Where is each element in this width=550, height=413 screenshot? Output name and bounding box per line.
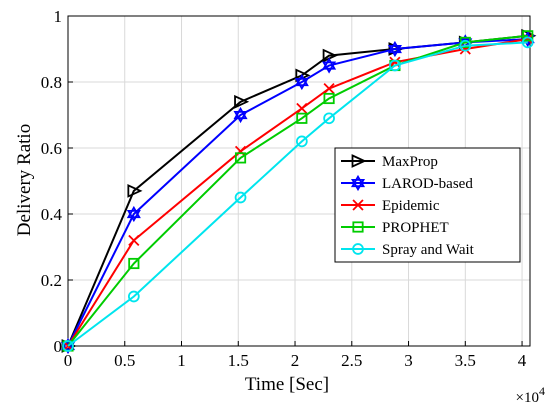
data-point-triangle	[127, 183, 143, 198]
data-point-star-a	[126, 205, 141, 219]
x-tick-label: 3.5	[455, 351, 476, 370]
data-point-circle	[234, 191, 247, 204]
data-point-triangle	[234, 94, 250, 109]
series-line	[67, 38, 528, 347]
data-point-star-b	[387, 44, 402, 58]
data-point-star-b	[294, 77, 309, 91]
y-tick-label: 0.2	[41, 271, 62, 290]
data-point-circle	[295, 135, 308, 148]
y-tick-label: 0	[54, 337, 63, 356]
x-axis-exponent: ×104	[516, 384, 545, 406]
legend-item: MaxProp	[341, 154, 438, 170]
data-point-star-a	[322, 57, 337, 70]
y-tick-label: 0.4	[41, 205, 63, 224]
series-line	[67, 38, 528, 347]
legend-item: PROPHET	[341, 220, 449, 236]
legend-item: Spray and Wait	[341, 242, 475, 258]
series-line	[67, 41, 528, 347]
y-tick-label: 1	[54, 7, 63, 26]
legend-label: PROPHET	[382, 220, 449, 236]
x-axis-exponent-base: ×10	[516, 390, 539, 406]
x-tick-label: 1	[177, 351, 186, 370]
x-tick-label: 0.5	[114, 351, 135, 370]
x-tick-label: 2	[291, 351, 300, 370]
data-point-circle	[323, 112, 335, 125]
data-point-circle	[352, 243, 364, 255]
data-point-circle	[389, 59, 401, 72]
x-tick-label: 0	[64, 351, 73, 370]
y-tick-label: 0.8	[41, 73, 62, 92]
data-point-x-b	[352, 199, 364, 211]
data-point-x-b	[234, 145, 247, 157]
data-point-square	[522, 30, 534, 42]
legend-label: Epidemic	[382, 198, 440, 214]
legend-label: MaxProp	[382, 154, 438, 170]
x-axis-label: Time [Sec]	[245, 374, 329, 395]
data-point-circle	[127, 290, 140, 303]
data-point-square	[234, 152, 247, 164]
data-point-x-b	[323, 83, 335, 95]
y-tick-label: 0.6	[41, 139, 62, 158]
data-point-x-b	[296, 102, 308, 114]
x-axis-exponent-power: 4	[539, 384, 545, 398]
data-point-star-a	[294, 73, 309, 87]
legend-label: Spray and Wait	[382, 242, 475, 258]
data-point-x-b	[128, 234, 140, 246]
data-point-star-b	[126, 209, 141, 223]
plot-area	[67, 15, 531, 347]
series-line	[67, 34, 528, 347]
legend-label: LAROD-based	[382, 176, 473, 192]
data-point-star-a	[233, 106, 248, 120]
data-point-star-a	[387, 40, 402, 54]
x-tick-label: 1.5	[228, 351, 249, 370]
x-tick-label: 3	[404, 351, 413, 370]
data-point-star-b	[322, 61, 337, 74]
legend-item: Epidemic	[341, 198, 440, 214]
x-tick-label: 2.5	[341, 351, 362, 370]
x-tick-label: 4	[518, 351, 527, 370]
series-lines	[60, 28, 537, 355]
data-point-triangle	[351, 154, 367, 168]
legend-item: LAROD-based	[341, 174, 473, 192]
data-point-circle	[62, 340, 74, 352]
data-point-square	[352, 221, 364, 233]
data-point-x-b	[389, 56, 401, 68]
data-point-circle	[521, 36, 534, 49]
data-point-star-b	[233, 110, 248, 124]
y-axis-label: Delivery Ratio	[14, 124, 35, 236]
data-point-square	[323, 92, 335, 105]
data-point-circle	[459, 39, 472, 52]
data-point-star-b	[350, 178, 366, 192]
data-point-square	[128, 257, 140, 270]
data-point-star-a	[350, 174, 366, 188]
series-spray-and-wait	[62, 36, 534, 352]
legend: MaxProp LAROD-based Epidemic PROPHET Spray a…	[334, 147, 521, 263]
data-point-square	[296, 112, 308, 124]
axis-ticks: 0 0.5 1 1.5 2 2.5 3 3.5 4 0 0.2 0.4 0.6 0.8 1	[41, 7, 527, 370]
